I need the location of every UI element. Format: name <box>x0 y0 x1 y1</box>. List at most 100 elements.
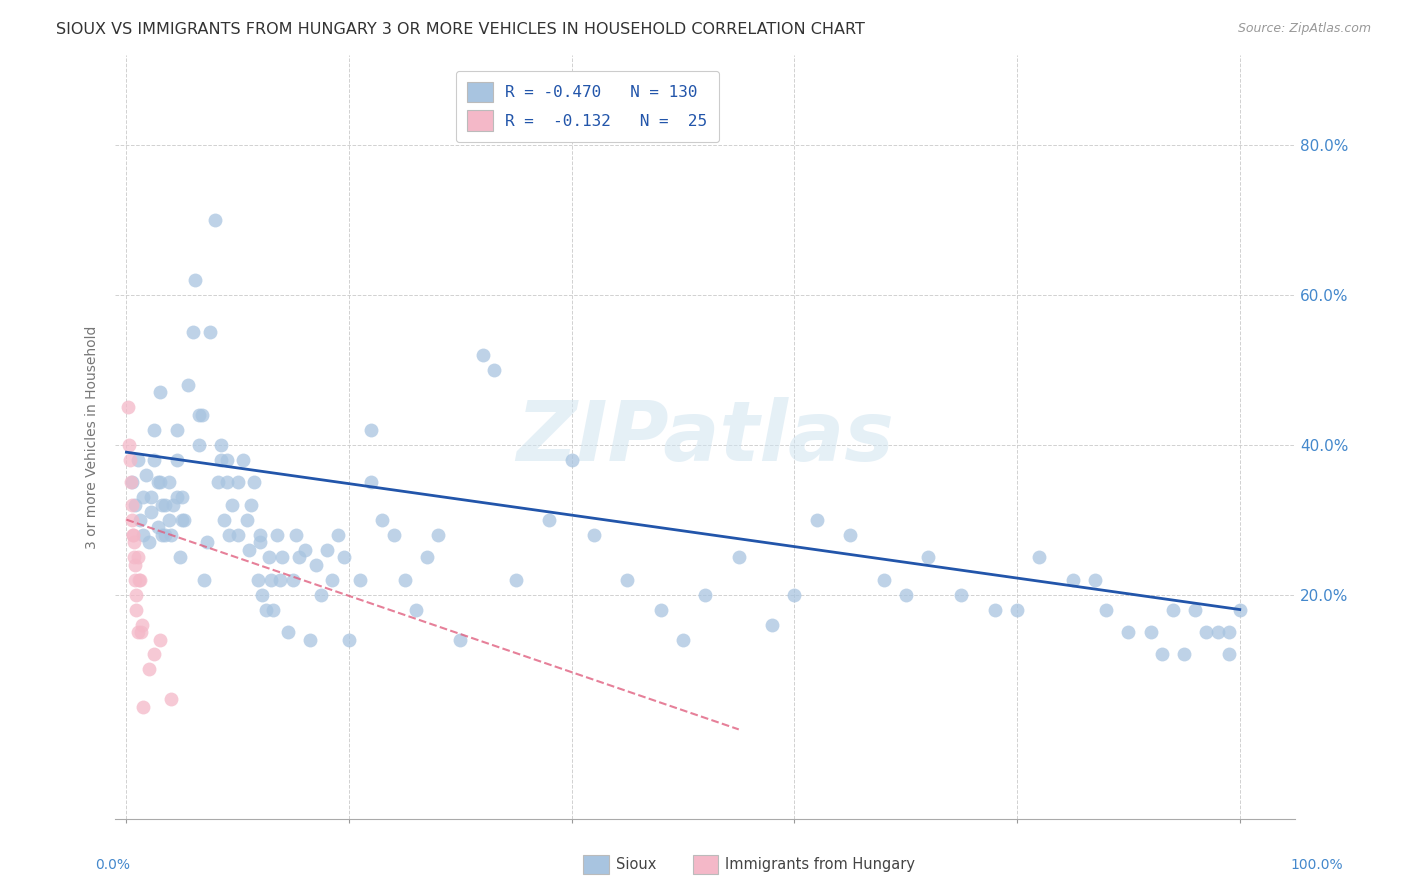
Point <box>132 527 155 541</box>
Point <box>917 550 939 565</box>
Point <box>283 573 305 587</box>
Point <box>170 513 193 527</box>
Point <box>1218 625 1240 640</box>
Text: Source: ZipAtlas.com: Source: ZipAtlas.com <box>1237 22 1371 36</box>
Point <box>155 527 177 541</box>
Point <box>872 573 894 587</box>
Text: 100.0%: 100.0% <box>1291 858 1343 872</box>
Point <box>394 573 416 587</box>
Point <box>117 401 139 415</box>
Point <box>360 475 382 490</box>
Point <box>269 573 291 587</box>
Point <box>650 602 672 616</box>
Point <box>157 475 180 490</box>
Point <box>1161 602 1184 616</box>
Point <box>149 632 172 647</box>
Point <box>122 550 145 565</box>
Point <box>315 542 337 557</box>
Point <box>117 438 139 452</box>
Point <box>166 452 188 467</box>
Point <box>416 550 439 565</box>
Point <box>284 527 307 541</box>
Point <box>260 573 283 587</box>
Point <box>337 632 360 647</box>
Point <box>246 573 269 587</box>
Point <box>240 498 263 512</box>
Point <box>218 527 240 541</box>
Point <box>309 588 332 602</box>
Text: Immigrants from Hungary: Immigrants from Hungary <box>725 857 915 872</box>
Point <box>143 423 166 437</box>
Point <box>761 617 783 632</box>
Point <box>121 513 143 527</box>
Point <box>371 513 394 527</box>
Point <box>124 558 146 572</box>
Point <box>950 588 973 602</box>
Point <box>582 527 605 541</box>
Text: SIOUX VS IMMIGRANTS FROM HUNGARY 3 OR MORE VEHICLES IN HOUSEHOLD CORRELATION CHA: SIOUX VS IMMIGRANTS FROM HUNGARY 3 OR MO… <box>56 22 865 37</box>
Legend: R = -0.470   N = 130, R =  -0.132   N =  25: R = -0.470 N = 130, R = -0.132 N = 25 <box>456 70 718 142</box>
Point <box>806 513 828 527</box>
Point <box>783 588 806 602</box>
Point <box>349 573 371 587</box>
Point <box>187 408 209 422</box>
Point <box>1062 573 1084 587</box>
Point <box>150 527 173 541</box>
Point <box>166 490 188 504</box>
Point <box>616 573 638 587</box>
Point <box>1195 625 1218 640</box>
Point <box>121 498 143 512</box>
Point <box>170 490 193 504</box>
Point <box>1095 602 1118 616</box>
Point <box>254 602 277 616</box>
Point <box>249 535 271 549</box>
Point <box>299 632 322 647</box>
Point <box>131 617 153 632</box>
Point <box>146 520 169 534</box>
Point <box>125 588 148 602</box>
Point <box>173 513 195 527</box>
Point <box>505 573 527 587</box>
Point <box>125 602 148 616</box>
Point <box>139 490 162 504</box>
Point <box>124 498 146 512</box>
Point <box>561 452 583 467</box>
Point <box>149 385 172 400</box>
Point <box>215 452 238 467</box>
Point <box>727 550 749 565</box>
Point <box>1028 550 1050 565</box>
Point <box>471 348 494 362</box>
Y-axis label: 3 or more Vehicles in Household: 3 or more Vehicles in Household <box>86 326 100 549</box>
Point <box>277 625 299 640</box>
Point <box>449 632 471 647</box>
Point <box>405 602 427 616</box>
Point <box>128 573 150 587</box>
Point <box>321 573 343 587</box>
Point <box>176 377 198 392</box>
Point <box>238 542 260 557</box>
Point <box>198 326 221 340</box>
Point <box>262 602 284 616</box>
Point <box>1173 648 1195 662</box>
Point <box>193 573 215 587</box>
Point <box>129 625 152 640</box>
Point <box>162 498 184 512</box>
Point <box>122 527 145 541</box>
Point <box>149 475 172 490</box>
Point <box>127 625 149 640</box>
Point <box>332 550 354 565</box>
Point <box>243 475 266 490</box>
Point <box>122 535 145 549</box>
Point <box>157 513 180 527</box>
Point <box>150 498 173 512</box>
Point <box>1118 625 1140 640</box>
Point <box>143 648 166 662</box>
Point <box>1084 573 1107 587</box>
Point <box>184 273 207 287</box>
Point <box>266 527 288 541</box>
Point <box>1184 602 1206 616</box>
Point <box>214 513 236 527</box>
Point <box>271 550 294 565</box>
Point <box>839 527 862 541</box>
Point <box>221 498 243 512</box>
